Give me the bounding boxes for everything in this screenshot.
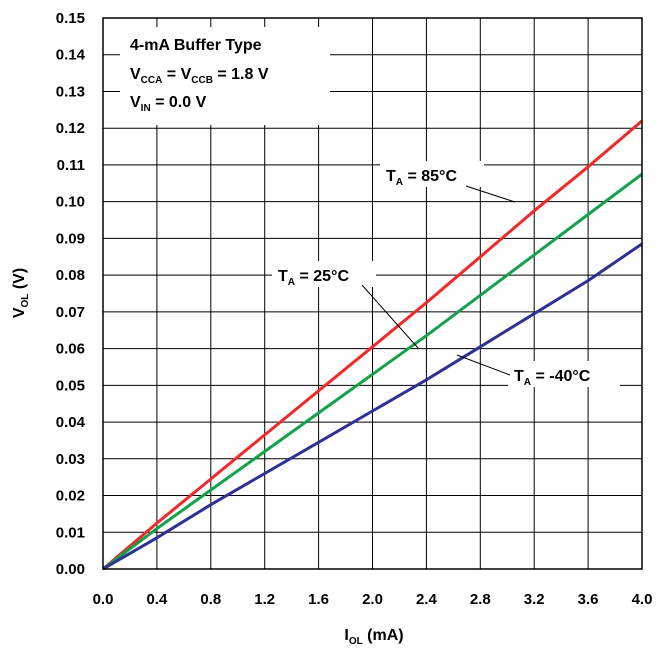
plot-border [102, 17, 643, 570]
x-tick-label: 0.8 [200, 591, 221, 608]
y-tick-label: 0.02 [56, 488, 85, 505]
y-tick-label: 0.12 [56, 120, 85, 137]
annotation-25c: TA = 25°C [272, 261, 419, 349]
y-tick-label: 0.10 [56, 194, 85, 211]
x-tick-label: 3.6 [578, 591, 599, 608]
x-tick-label: 1.2 [254, 591, 275, 608]
annotation-85c: TA = 85°C [380, 161, 516, 203]
y-tick-label: 0.00 [56, 561, 85, 578]
x-axis-title: IOL (mA) [344, 627, 403, 647]
annotation-minus40c: TA = -40°C [456, 354, 620, 388]
y-tick-labels: 0.00 0.01 0.02 0.03 0.04 0.05 0.06 0.07 0.08 0.09… [56, 10, 86, 578]
y-tick-label: 0.01 [56, 524, 85, 541]
x-tick-label: 2.0 [362, 591, 383, 608]
y-tick-label: 0.11 [57, 157, 85, 174]
y-axis-title: VOL (V) [11, 268, 31, 318]
y-tick-label: 0.09 [56, 230, 85, 247]
x-tick-label: 1.6 [308, 591, 329, 608]
y-tick-label: 0.04 [56, 414, 86, 431]
plot-frame [102, 17, 643, 570]
x-tick-label: 2.8 [470, 591, 491, 608]
y-tick-label: 0.13 [56, 83, 85, 100]
x-tick-label: 0.4 [146, 591, 168, 608]
y-tick-label: 0.14 [56, 47, 86, 64]
y-tick-label: 0.05 [56, 377, 85, 394]
series-line-1 [102, 172, 643, 571]
y-tick-label: 0.03 [56, 451, 85, 468]
x-tick-labels: 0.0 0.4 0.8 1.2 1.6 2.0 2.4 2.8 3.2 3.6 4.0 [93, 591, 653, 608]
y-tick-label: 0.06 [56, 341, 85, 358]
annotation-85c-label: TA = 85°C [386, 168, 457, 188]
annotation-25c-label: TA = 25°C [278, 268, 349, 288]
x-tick-label: 4.0 [632, 591, 653, 608]
info-line-vcc: VCCA = VCCB = 1.8 V [130, 66, 269, 86]
x-tick-label: 0.0 [93, 591, 114, 608]
info-line-buffer-type: 4-mA Buffer Type [130, 37, 262, 54]
series-line-0 [102, 119, 643, 571]
series-lines [102, 119, 643, 571]
info-line-vin: VIN = 0.0 V [130, 94, 207, 114]
x-tick-label: 3.2 [524, 591, 545, 608]
y-tick-label: 0.15 [56, 10, 85, 27]
series-line-2 [102, 242, 643, 571]
annotation-minus40c-label: TA = -40°C [514, 368, 591, 388]
x-tick-label: 2.4 [416, 591, 438, 608]
y-tick-label: 0.07 [56, 304, 85, 321]
y-tick-label: 0.08 [56, 267, 85, 284]
info-box: 4-mA Buffer Type VCCA = VCCB = 1.8 V VIN… [120, 27, 330, 125]
